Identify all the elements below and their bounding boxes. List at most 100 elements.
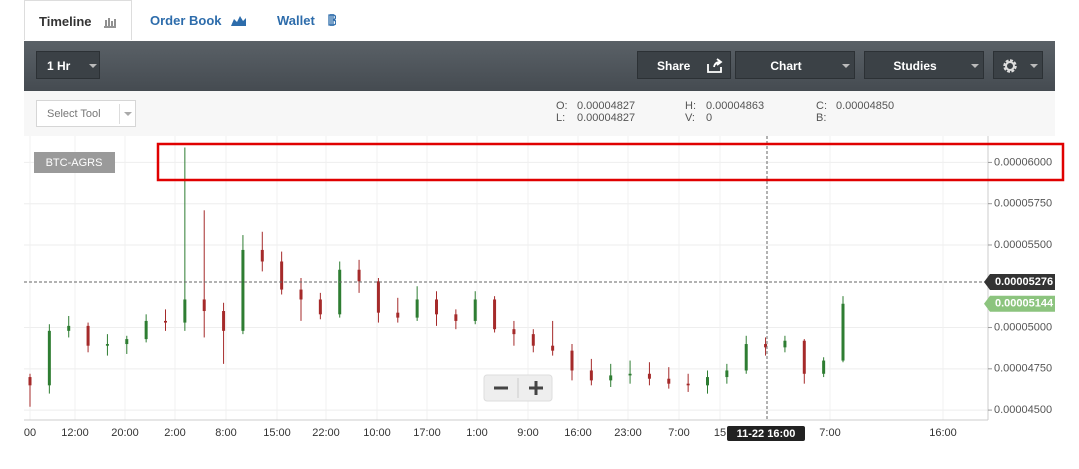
settings-button[interactable]: [993, 51, 1043, 79]
candle-body: [144, 320, 148, 340]
x-tick-label: 15:00: [263, 427, 291, 439]
candle-body: [280, 261, 284, 290]
crosshair-x-label: 11-22 16:00: [737, 428, 796, 440]
crosshair-x-flag: [727, 426, 805, 441]
candle-body: [493, 299, 497, 330]
crosshair-price-label: 0.00005276: [995, 276, 1053, 288]
x-tick-label: 15: [714, 427, 726, 439]
y-tick-label: 0.00005000: [994, 321, 1052, 333]
candle-body: [822, 360, 826, 374]
button-label: Studies: [893, 59, 937, 73]
symbol-label: BTC-AGRS: [46, 157, 103, 169]
readout-value: 0.00004850: [836, 100, 895, 112]
x-tick-label: 7:00: [819, 427, 840, 439]
candle-body: [783, 340, 787, 348]
x-tick-label: 1:00: [466, 427, 487, 439]
readout-label: H:: [685, 100, 696, 112]
y-tick-label: 0.00004750: [994, 363, 1052, 375]
chart-button[interactable]: Chart: [735, 51, 855, 79]
x-tick-label: 16:00: [929, 427, 957, 439]
chart: 0.00006000 0.00005750 0.00005500 0.00005000…: [24, 136, 1065, 446]
icon: [104, 18, 116, 28]
studies-button[interactable]: Studies: [864, 51, 984, 79]
candle-body: [164, 320, 167, 323]
tab-timeline[interactable]: Timeline: [24, 0, 132, 40]
x-tick-label: 7:00: [668, 427, 689, 439]
candle-body: [222, 311, 226, 331]
candle-body: [260, 249, 264, 262]
candle-body: [241, 249, 245, 331]
button-label: Chart: [770, 59, 802, 73]
icon: [328, 14, 337, 26]
y-tick-label: 0.00004500: [994, 404, 1052, 416]
interval-button[interactable]: 1 Hr: [36, 51, 100, 79]
x-tick-label: 12:00: [61, 427, 89, 439]
candle-body: [183, 299, 187, 323]
candle-body: [338, 269, 342, 315]
candle-body: [725, 370, 729, 378]
price-flag: [984, 273, 1055, 290]
icon: [1003, 59, 1017, 73]
candle-body: [202, 299, 206, 312]
y-tick-label: 0.00005500: [994, 239, 1052, 251]
readout-value: 0.00004827: [577, 112, 636, 124]
candle-body: [435, 299, 438, 315]
candle-body: [47, 330, 51, 386]
sub-toolbar: Select Tool O: 0.00004827 L: 0.00004827 …: [24, 91, 1055, 137]
candle-body: [841, 303, 845, 361]
y-tick-label: 0.00005750: [994, 198, 1052, 210]
readout-label: B:: [816, 112, 827, 124]
x-tick-label: 22:00: [312, 427, 340, 439]
candle-body: [764, 344, 768, 348]
candle-body: [551, 345, 555, 351]
candle-body: [67, 325, 71, 331]
candle-body: [531, 334, 535, 346]
highlight-box: [156, 142, 1065, 182]
candle-body: [706, 377, 709, 386]
tab-label: Order Book: [150, 13, 222, 28]
candle-body: [628, 373, 632, 376]
candle-body: [357, 269, 361, 282]
x-tick-label: 23:00: [614, 427, 642, 439]
readout-label: C:: [816, 100, 827, 112]
x-tick-label: 9:00: [517, 427, 538, 439]
candle-body: [396, 312, 400, 318]
readout-value: 0.00004827: [577, 100, 636, 112]
zoom-in-icon[interactable]: [529, 381, 543, 395]
select-tool[interactable]: Select Tool: [36, 100, 136, 127]
candle-body: [609, 375, 613, 381]
candle-body: [744, 344, 748, 371]
candle-body: [647, 373, 651, 379]
readout-label: V:: [685, 112, 695, 124]
symbol-badge: [34, 152, 115, 173]
icon: [707, 58, 723, 73]
button-label: 1 Hr: [47, 59, 71, 73]
candle-body: [589, 370, 593, 381]
candle-body: [802, 340, 806, 374]
x-tick-label: 17:00: [413, 427, 441, 439]
readout-label: O:: [556, 100, 568, 112]
x-tick-label: 20:00: [111, 427, 139, 439]
candle-body: [473, 299, 477, 321]
share-button[interactable]: Share: [637, 51, 731, 79]
last-price-label: 0.00005144: [995, 298, 1054, 310]
tab-wallet[interactable]: Wallet: [277, 0, 337, 40]
x-tick-label: 16:00: [564, 427, 592, 439]
button-label: Share: [657, 59, 691, 73]
tab-order-book[interactable]: Order Book: [150, 0, 247, 40]
x-tick-label: 00: [24, 427, 36, 439]
candle-body: [454, 314, 458, 321]
toolbar: 1 Hr Share Chart Studies: [24, 41, 1055, 91]
last-price-flag: [984, 295, 1055, 312]
candle-body: [686, 383, 690, 386]
candle-body: [125, 339, 129, 345]
candle-body: [570, 350, 574, 371]
select-label: Select Tool: [47, 108, 101, 120]
y-tick-label: 0.00006000: [994, 156, 1052, 168]
candle-body: [376, 281, 380, 313]
readout-label: L:: [556, 112, 566, 124]
tab-label: Wallet: [277, 13, 315, 28]
candle-body: [415, 299, 419, 318]
x-tick-label: 8:00: [215, 427, 236, 439]
tab-label: Timeline: [39, 14, 92, 29]
